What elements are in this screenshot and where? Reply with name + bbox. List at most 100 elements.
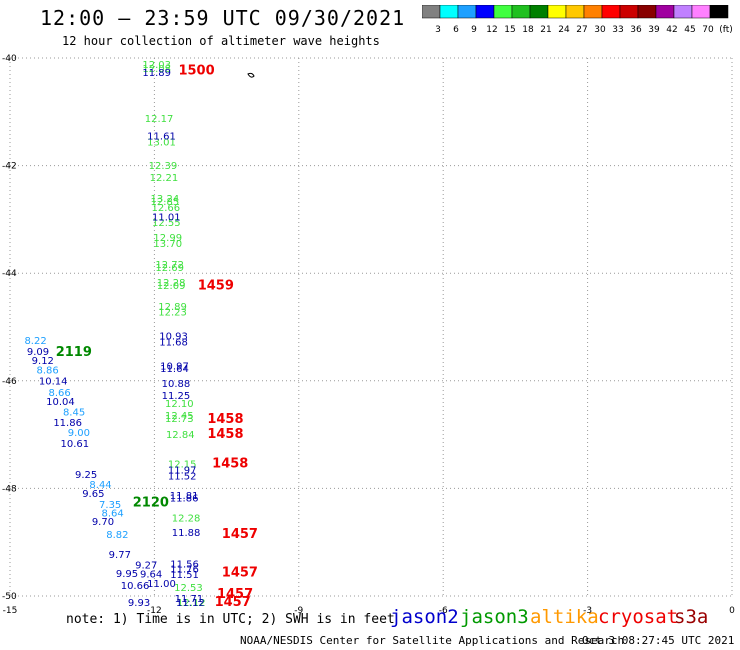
- wave-height-point-jason2: 11.52: [168, 472, 197, 483]
- wave-height-point-jason2: 11.51: [170, 570, 199, 581]
- x-tick-label: -6: [439, 606, 448, 616]
- legend-altika: altika: [530, 606, 599, 628]
- wave-height-point-jason3: 12.39: [149, 161, 178, 172]
- wave-height-point-jason2: 11.71: [175, 594, 204, 605]
- scale-label: 42: [666, 25, 677, 35]
- wave-height-point-jason2: 9.25: [75, 470, 97, 481]
- wave-height-point-jason2: 11.01: [152, 212, 181, 223]
- wave-height-point-altika: 8.86: [36, 366, 58, 377]
- y-tick-label: -44: [2, 269, 17, 279]
- wave-height-point-jason3: 13.24: [151, 194, 180, 205]
- wave-height-point-jason3: 12.72: [155, 260, 184, 271]
- scale-label: 3: [435, 25, 441, 35]
- scale-label: 33: [612, 25, 623, 35]
- scale-label: 18: [522, 25, 534, 35]
- pass-time-label: 2119: [56, 345, 92, 360]
- wave-height-point-jason2: 11.61: [147, 132, 176, 143]
- wave-height-point-jason2: 9.95: [116, 569, 138, 580]
- wave-height-point-jason2: 9.64: [140, 569, 162, 580]
- chart-subtitle: 12 hour collection of altimeter wave hei…: [62, 34, 380, 48]
- scale-swatch: [709, 5, 729, 19]
- pass-time-label: 1457: [222, 565, 258, 580]
- wave-height-point-jason2: 11.86: [53, 418, 82, 429]
- wave-height-point-jason3: 12.23: [158, 307, 187, 318]
- wave-height-point-altika: 8.66: [49, 388, 71, 399]
- legend-jason2: jason2: [390, 606, 459, 628]
- scale-label: (ft): [719, 25, 732, 35]
- island-outline: [247, 72, 255, 78]
- wave-height-point-altika: 8.44: [89, 480, 111, 491]
- wave-height-point-jason2: 9.77: [109, 550, 131, 561]
- wave-height-point-jason2: 9.65: [82, 489, 104, 500]
- wave-height-point-jason2: 11.64: [160, 364, 189, 375]
- wave-height-point-altika: 8.82: [106, 530, 128, 541]
- wave-height-point-jason2: 11.88: [172, 528, 201, 539]
- wave-height-point-jason3: 12.03: [142, 60, 171, 71]
- scale-label: 27: [576, 25, 587, 35]
- wave-height-point-altika: 8.22: [24, 336, 46, 347]
- x-tick-label: 0: [729, 606, 735, 616]
- wave-height-point-jason3: 13.01: [147, 137, 176, 148]
- wave-height-point-jason3: 12.89: [158, 302, 187, 313]
- wave-height-point-altika: 9.00: [68, 428, 90, 439]
- wave-height-point-jason3: 12.45: [165, 411, 194, 422]
- pass-time-label: 1457: [222, 527, 258, 542]
- wave-height-point-jason2: 11.86: [170, 494, 199, 505]
- wave-height-point-jason3: 12.53: [174, 583, 203, 594]
- x-tick-label: -9: [294, 606, 303, 616]
- wave-height-color-scale: 3 6 9 12 15 18 21 24 27 30 33 36 39 42 45 70 (ft): [422, 5, 732, 35]
- scale-label: 39: [648, 25, 660, 35]
- wave-height-point-jason2: 9.27: [135, 560, 157, 571]
- wave-height-point-altika: 8.45: [63, 408, 85, 419]
- wave-height-point-jason3: 12.84: [166, 430, 195, 441]
- scale-label: 21: [540, 25, 551, 35]
- pass-time-label: 1458: [207, 427, 243, 442]
- x-tick-label: -12: [147, 606, 162, 616]
- pass-time-label: 1457: [215, 595, 251, 610]
- chart-title: 12:00 – 23:59 UTC 09/30/2021: [40, 6, 406, 30]
- pass-time-label: 1459: [198, 279, 234, 294]
- wave-height-point-jason3: 12.15: [168, 460, 197, 471]
- scale-label: 12: [486, 25, 497, 35]
- x-tick-label: -15: [3, 606, 18, 616]
- wave-height-point-jason3: 12.28: [172, 514, 201, 525]
- wave-height-point-jason2: 11.97: [168, 466, 197, 477]
- wave-height-point-jason2: 9.93: [128, 598, 150, 609]
- wave-height-point-jason2: 11.56: [170, 559, 199, 570]
- wave-height-point-jason2: 10.66: [121, 581, 150, 592]
- y-tick-label: -48: [2, 484, 17, 494]
- wave-height-point-jason3: 12.17: [145, 114, 174, 125]
- legend-jason3: jason3: [460, 606, 529, 628]
- wave-height-point-jason2: 10.61: [61, 439, 90, 450]
- wave-height-point-jason3: 12.73: [165, 414, 194, 425]
- scale-label: 70: [702, 25, 714, 35]
- wave-height-point-jason2: 10.04: [46, 397, 75, 408]
- x-tick-label: -3: [583, 606, 592, 616]
- credit-date: Oct 3 08:27:45 UTC 2021: [582, 634, 735, 647]
- wave-height-point-jason3: 12.21: [150, 173, 179, 184]
- wave-height-point-jason2: 11.81: [170, 491, 199, 502]
- scale-label: 45: [684, 25, 695, 35]
- footnote: note: 1) Time is in UTC; 2) SWH is in fe…: [66, 612, 395, 627]
- credit-line: NOAA/NESDIS Center for Satellite Applica…: [240, 634, 625, 647]
- wave-height-point-jason3: 12.85: [151, 197, 180, 208]
- wave-height-point-jason3: 12.55: [152, 218, 181, 229]
- scale-label: 9: [471, 25, 477, 35]
- scale-label: 30: [594, 25, 606, 35]
- wave-height-point-jason3: 12.99: [153, 233, 182, 244]
- wave-height-point-jason3: 13.70: [153, 239, 182, 250]
- scale-label: 24: [558, 25, 570, 35]
- wave-height-point-jason2: 9.12: [32, 356, 54, 367]
- wave-height-point-jason2: 9.09: [27, 347, 49, 358]
- pass-time-label: 1458: [207, 412, 243, 427]
- wave-height-point-jason3: 12.08: [142, 64, 171, 75]
- wave-height-point-jason2: 11.76: [170, 565, 199, 576]
- pass-time-label: 1458: [212, 457, 248, 472]
- wave-height-point-jason2: 10.14: [39, 376, 68, 387]
- wave-height-point-jason3: 12.69: [155, 263, 184, 274]
- wave-height-point-altika: 7.35: [99, 500, 121, 511]
- pass-time-label: 2120: [133, 495, 169, 510]
- legend-cryosat: cryosat: [598, 606, 679, 628]
